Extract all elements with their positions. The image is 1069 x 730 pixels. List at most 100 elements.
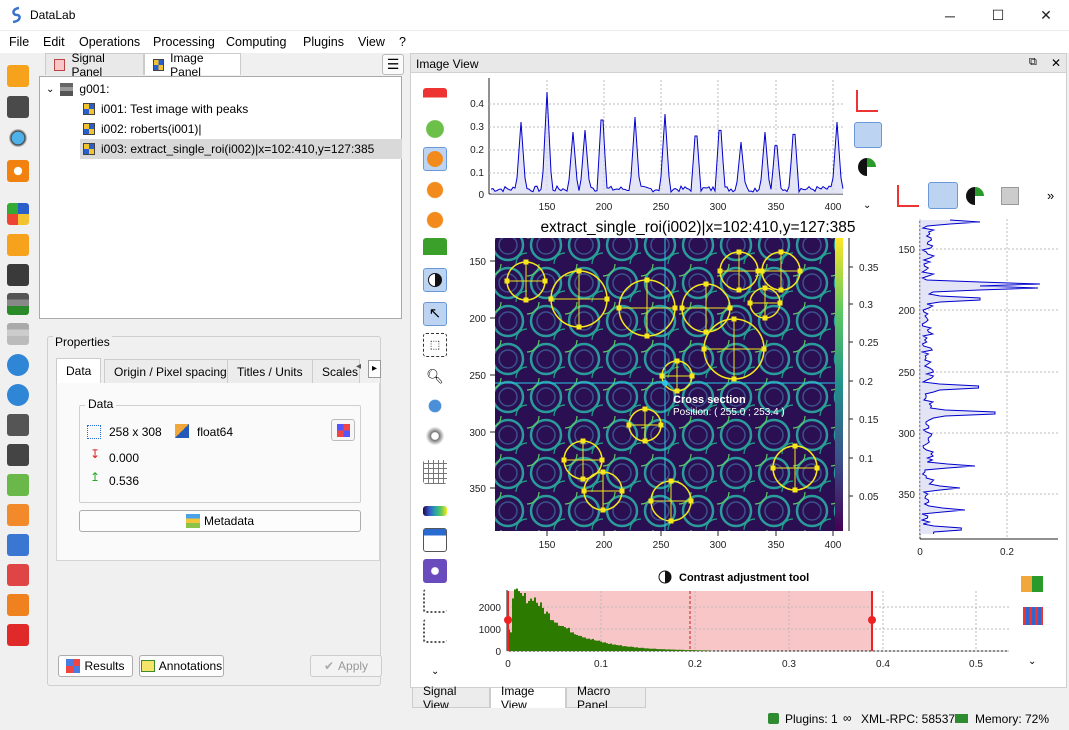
menu-processing[interactable]: Processing: [153, 35, 215, 49]
menu-operations[interactable]: Operations: [79, 35, 141, 49]
cross-section-icon[interactable]: [423, 589, 447, 613]
ptab-scales[interactable]: Scales: [312, 359, 360, 383]
contrast-min-handle[interactable]: [504, 616, 512, 624]
annotations-button[interactable]: Annotations: [139, 655, 224, 677]
apply-button[interactable]: ✔ Apply: [310, 655, 382, 677]
menu-edit[interactable]: Edit: [43, 35, 65, 49]
tab-macro-panel[interactable]: Macro Panel: [566, 684, 646, 712]
close-icon[interactable]: ✕: [1051, 56, 1062, 70]
object-panel: Signal Panel Image Panel ☰ ⌄ g001: i001:…: [37, 51, 407, 708]
save-image-icon[interactable]: [7, 264, 29, 286]
image-plot[interactable]: Cross section Position: ( 255.0 ; 253.4 …: [469, 238, 843, 551]
vprofile-contrast-icon[interactable]: [966, 187, 984, 205]
open-h5-icon[interactable]: [7, 65, 29, 87]
metadata-button[interactable]: Metadata: [79, 510, 361, 532]
minimize-button[interactable]: ─: [945, 7, 955, 24]
profile-auto-icon[interactable]: [854, 122, 882, 148]
new-annotation-icon[interactable]: [423, 88, 447, 112]
view-data-button[interactable]: [331, 419, 355, 441]
colormap-icon[interactable]: [423, 506, 447, 516]
peak-handle: [703, 329, 709, 335]
menu-plugins[interactable]: Plugins: [303, 35, 344, 49]
more-icon[interactable]: »: [1047, 188, 1055, 203]
rect-zoom-icon[interactable]: ⬚: [423, 333, 447, 357]
right-y-tick: 350: [898, 490, 915, 501]
tab-image-view[interactable]: Image View: [490, 684, 566, 712]
tab-signal-view[interactable]: Signal View: [412, 684, 490, 712]
menu-computing[interactable]: Computing: [226, 35, 287, 49]
image-y-tick: 200: [469, 314, 486, 325]
contrast-toggle-icon[interactable]: [423, 268, 447, 292]
float-icon[interactable]: ⧉: [1029, 56, 1037, 68]
profile-contrast-icon[interactable]: [858, 158, 876, 176]
expand-contrast-icon[interactable]: ⌄: [1028, 656, 1037, 667]
new-image-icon[interactable]: [7, 203, 29, 225]
cursor-marker[interactable]: [662, 380, 668, 386]
hist-bar: [676, 649, 678, 651]
ptab-titles[interactable]: Titles / Units: [227, 359, 313, 383]
chevron-down-icon[interactable]: ⌄: [46, 83, 55, 95]
add-layer-icon[interactable]: [7, 293, 29, 315]
layers-icon[interactable]: [7, 323, 29, 345]
close-button[interactable]: ✕: [1040, 7, 1052, 23]
profile-new-icon[interactable]: [856, 90, 878, 112]
tree-item-i003[interactable]: i003: extract_single_roi(i002)|x=102:410…: [80, 139, 402, 159]
move-down-icon[interactable]: [7, 384, 29, 406]
vprofile-save-icon[interactable]: [1001, 187, 1019, 205]
menu-view[interactable]: View: [358, 35, 385, 49]
grid-icon[interactable]: [423, 460, 447, 484]
label-icon[interactable]: [423, 117, 447, 141]
delete-metadata-icon[interactable]: [7, 624, 29, 646]
copy-metadata-icon[interactable]: [7, 504, 29, 526]
paste-metadata-icon[interactable]: [7, 534, 29, 556]
ptab-data[interactable]: Data: [56, 358, 102, 383]
vprofile-auto-icon[interactable]: [928, 182, 958, 209]
transfer-icon[interactable]: [7, 474, 29, 496]
maximize-button[interactable]: ☐: [991, 7, 1005, 23]
tree-item-i002[interactable]: i002: roberts(i001)|: [83, 119, 401, 139]
contrast-hist-icon[interactable]: [1023, 607, 1043, 625]
save-h5-icon[interactable]: [7, 96, 29, 118]
delete-icon[interactable]: [7, 444, 29, 466]
results-button[interactable]: Results: [58, 655, 133, 677]
import-metadata-icon[interactable]: [7, 564, 29, 586]
tree-item-i001[interactable]: i001: Test image with peaks: [83, 99, 401, 119]
refresh-1-icon[interactable]: [423, 178, 447, 202]
duplicate-icon[interactable]: [7, 414, 29, 436]
tab-scroll-left-icon[interactable]: ◂: [356, 361, 362, 372]
hist-bar: [526, 603, 528, 651]
expand-profile-icon[interactable]: ⌄: [863, 200, 872, 211]
zoom-icon[interactable]: 🔍︎: [426, 368, 444, 384]
browse-h5-icon[interactable]: [7, 127, 29, 149]
comment-icon[interactable]: [423, 238, 447, 262]
select-pointer-icon[interactable]: ↖: [423, 302, 447, 326]
hist-bar: [602, 642, 604, 651]
hist-bar: [550, 620, 552, 651]
expand-toolbar-icon[interactable]: ⌄: [431, 666, 440, 677]
open-image-icon[interactable]: [7, 234, 29, 256]
zoom-in-icon[interactable]: [423, 394, 447, 418]
menu-help[interactable]: ?: [399, 35, 406, 49]
menu-file[interactable]: File: [9, 35, 30, 49]
info-icon[interactable]: [423, 559, 447, 583]
hist-bar: [544, 613, 546, 651]
settings-gear-icon[interactable]: [423, 424, 447, 448]
tab-scroll-right-icon[interactable]: ▸: [368, 360, 381, 378]
tab-image-panel[interactable]: Image Panel: [144, 51, 241, 79]
image-stats-icon[interactable]: [423, 528, 447, 552]
settings-icon[interactable]: [7, 160, 29, 182]
export-metadata-icon[interactable]: [7, 594, 29, 616]
move-up-icon[interactable]: [7, 354, 29, 376]
vprofile-new-icon[interactable]: [897, 185, 919, 207]
average-section-icon[interactable]: [423, 619, 447, 643]
ptab-origin[interactable]: Origin / Pixel spacing: [104, 359, 237, 383]
auto-scale-icon[interactable]: [423, 147, 447, 171]
contrast-auto-icon[interactable]: [1021, 576, 1043, 592]
panel-menu-icon[interactable]: ☰: [382, 54, 404, 75]
contrast-max-handle[interactable]: [868, 616, 876, 624]
tree-group-g001[interactable]: ⌄ g001:: [46, 79, 109, 99]
hist-bar: [584, 637, 586, 651]
tab-signal-panel[interactable]: Signal Panel: [45, 51, 144, 79]
refresh-icon[interactable]: [423, 208, 447, 232]
hist-bar: [590, 639, 592, 651]
